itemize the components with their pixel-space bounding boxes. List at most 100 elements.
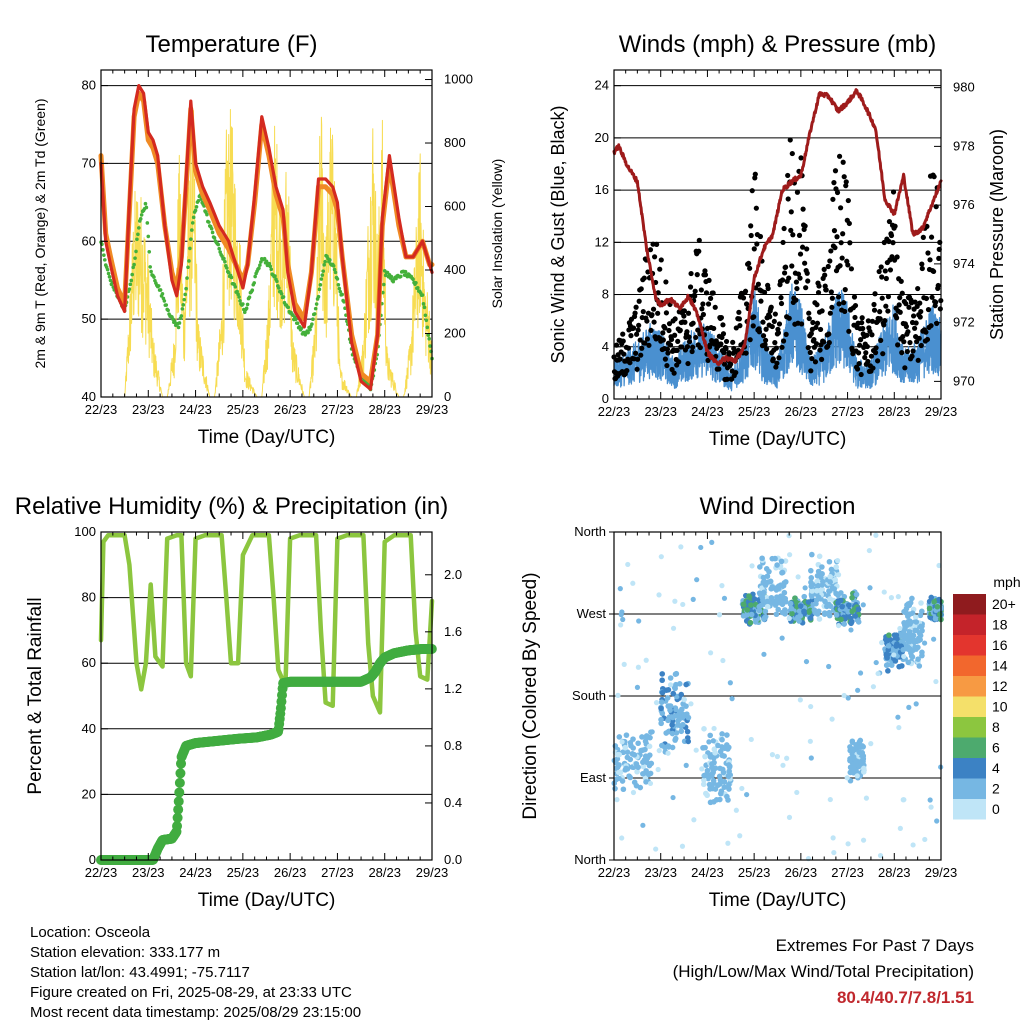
gust-point bbox=[872, 350, 879, 356]
gust-point bbox=[917, 300, 923, 306]
gust-point bbox=[655, 310, 661, 316]
gust-point bbox=[882, 318, 888, 324]
gust-point bbox=[664, 346, 671, 352]
direction-point bbox=[656, 747, 662, 754]
gust-point bbox=[881, 322, 887, 328]
direction-point bbox=[847, 757, 853, 764]
direction-point bbox=[819, 564, 825, 570]
gust-point bbox=[838, 240, 844, 246]
dewpoint-point bbox=[129, 278, 134, 283]
gust-point bbox=[800, 206, 806, 212]
gust-point bbox=[705, 301, 712, 307]
y-tick-label: 80 bbox=[82, 590, 96, 605]
y2-tick-label: 0.0 bbox=[444, 852, 462, 867]
y-tick-label: 20 bbox=[82, 786, 96, 801]
gust-point bbox=[649, 312, 655, 318]
precip-point bbox=[173, 796, 184, 807]
direction-point bbox=[897, 625, 903, 632]
gust-point bbox=[710, 290, 716, 296]
dewpoint-point bbox=[135, 237, 139, 242]
gust-point bbox=[697, 344, 703, 351]
dewpoint-point bbox=[191, 215, 196, 220]
dewpoint-point bbox=[314, 302, 319, 306]
gust-point bbox=[638, 286, 644, 292]
gust-point bbox=[681, 313, 687, 319]
gust-point bbox=[720, 322, 726, 328]
colorbar-swatch bbox=[953, 799, 986, 820]
gust-point bbox=[702, 268, 708, 274]
gust-point bbox=[806, 310, 812, 316]
panel-wind_direction: Wind Direction 22/23 23/23 24/23 25/23 26/23 2… bbox=[520, 493, 1021, 911]
direction-point bbox=[860, 769, 867, 775]
direction-point bbox=[764, 598, 771, 605]
x-tick-label: 27/23 bbox=[831, 404, 864, 419]
direction-point bbox=[827, 603, 834, 609]
direction-point bbox=[619, 609, 625, 615]
dewpoint-point bbox=[416, 285, 420, 290]
direction-point bbox=[759, 585, 765, 591]
dewpoint-point bbox=[233, 285, 238, 289]
gust-point bbox=[783, 331, 789, 337]
direction-point bbox=[811, 607, 818, 613]
dewpoint-point bbox=[139, 213, 144, 217]
gust-point bbox=[829, 304, 835, 310]
gust-point bbox=[919, 265, 925, 272]
direction-point bbox=[715, 782, 721, 789]
direction-point bbox=[709, 761, 715, 767]
direction-point bbox=[782, 611, 788, 617]
dewpoint-point bbox=[268, 264, 273, 269]
colorbar-label: 6 bbox=[992, 740, 1000, 756]
gust-point bbox=[747, 265, 753, 271]
location-text: Location: Osceola bbox=[30, 924, 151, 941]
gust-point bbox=[628, 333, 634, 339]
direction-point bbox=[803, 658, 810, 665]
direction-point bbox=[663, 687, 670, 693]
gust-point bbox=[700, 301, 706, 307]
direction-point bbox=[612, 743, 619, 749]
gust-point bbox=[644, 336, 651, 342]
gust-point bbox=[897, 309, 903, 315]
gust-point bbox=[937, 306, 943, 312]
x-tick-label: 27/23 bbox=[321, 402, 354, 417]
gust-point bbox=[781, 225, 787, 232]
y2-tick-label: 0.8 bbox=[444, 738, 462, 753]
gust-point bbox=[762, 341, 768, 348]
dewpoint-point bbox=[210, 230, 215, 235]
gust-point bbox=[883, 275, 889, 282]
gust-point bbox=[632, 310, 638, 316]
dewpoint-point bbox=[241, 302, 245, 306]
direction-point bbox=[919, 649, 925, 656]
dewpoint-point bbox=[340, 292, 344, 297]
dewpoint-point bbox=[257, 266, 261, 270]
gust-point bbox=[681, 308, 687, 314]
direction-point bbox=[860, 837, 867, 843]
direction-point bbox=[744, 607, 751, 613]
gust-point bbox=[822, 272, 828, 278]
gust-point bbox=[852, 314, 858, 321]
direction-point bbox=[815, 582, 822, 589]
direction-point bbox=[711, 725, 717, 732]
colorbar-swatch bbox=[953, 737, 986, 758]
direction-point bbox=[933, 678, 939, 685]
direction-point bbox=[659, 671, 666, 677]
gust-point bbox=[658, 257, 664, 263]
gust-point bbox=[845, 262, 851, 268]
dewpoint-point bbox=[321, 269, 326, 273]
dewpoint-point bbox=[336, 282, 341, 287]
gust-point bbox=[635, 356, 641, 362]
direction-point bbox=[709, 770, 716, 777]
direction-point bbox=[759, 555, 765, 562]
x-tick-label: 28/23 bbox=[368, 865, 401, 880]
gust-point bbox=[859, 315, 865, 321]
gust-point bbox=[712, 304, 718, 310]
gust-point bbox=[831, 180, 837, 186]
gust-point bbox=[676, 359, 682, 365]
dewpoint-point bbox=[299, 326, 304, 331]
direction-point bbox=[625, 561, 631, 568]
gust-point bbox=[832, 168, 839, 174]
gust-point bbox=[663, 310, 670, 316]
direction-point bbox=[850, 754, 857, 760]
gust-point bbox=[723, 346, 729, 352]
x-tick-label: 22/23 bbox=[85, 865, 118, 880]
direction-point bbox=[845, 841, 851, 847]
